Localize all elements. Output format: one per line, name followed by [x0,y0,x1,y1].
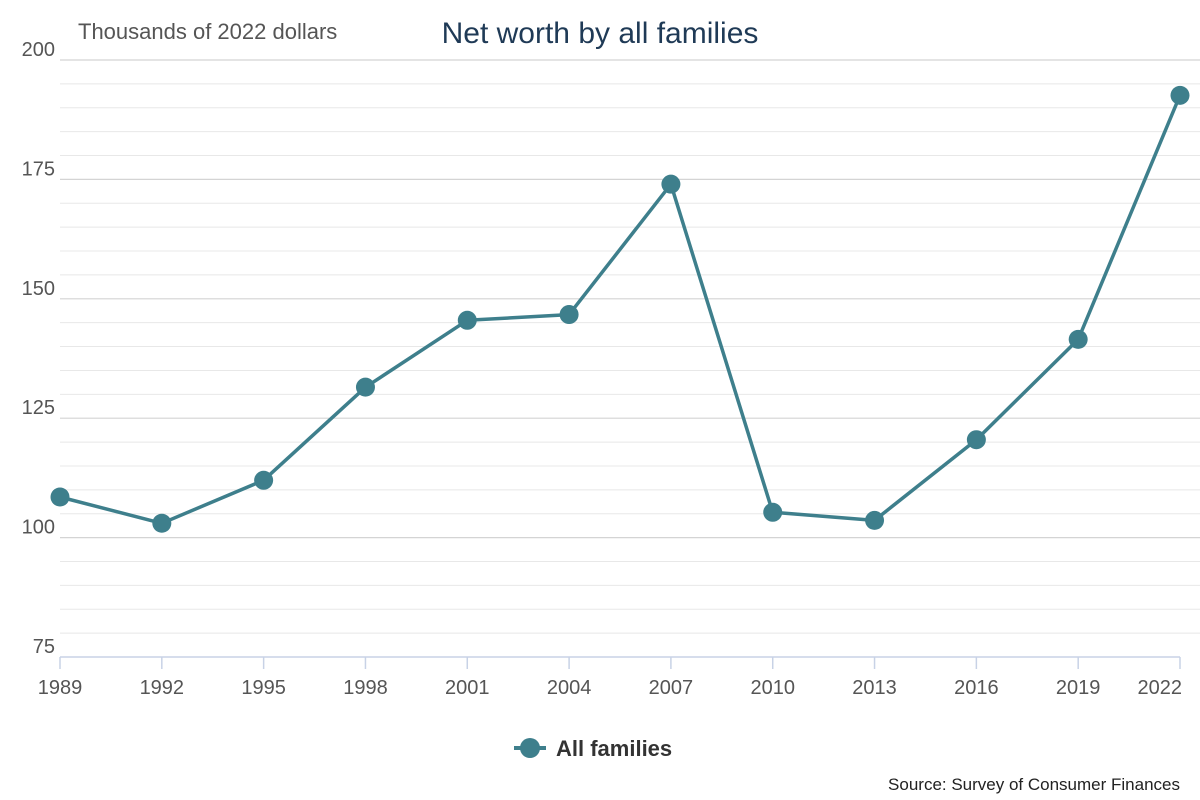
data-point-1992[interactable] [152,513,172,533]
data-point-2022[interactable] [1170,85,1190,105]
legend-label-all-families: All families [556,736,672,761]
x-axis: 1989 1992 1995 1998 2001 2004 2007 2010 2013 2016… [38,656,1183,699]
x-tick-label: 2022 [1138,677,1183,699]
y-tick-label: 125 [22,397,55,419]
x-tick-label: 2019 [1056,677,1101,699]
y-tick-label: 100 [22,517,55,539]
y-tick-label: 200 [22,39,55,61]
data-point-1989[interactable] [50,487,70,507]
gridlines [60,59,1200,634]
y-tick-label: 175 [22,158,55,180]
y-axis: 75 100 125 150 175 200 [22,39,55,658]
data-point-2013[interactable] [865,510,885,530]
chart-title: Net worth by all families [442,17,759,50]
x-tick-label: 2007 [649,677,694,699]
data-point-2010[interactable] [763,502,783,522]
legend-marker-icon [520,738,540,758]
data-point-2001[interactable] [457,310,477,330]
x-tick-label: 2010 [750,677,795,699]
x-tick-label: 2016 [954,677,999,699]
x-tick-label: 1992 [140,677,185,699]
x-tick-label: 2004 [547,677,592,699]
y-tick-label: 150 [22,278,55,300]
source-note: Source: Survey of Consumer Finances [888,775,1180,794]
data-point-1995[interactable] [254,470,274,490]
data-point-1998[interactable] [355,377,375,397]
data-point-2016[interactable] [966,430,986,450]
x-tick-label: 1995 [241,677,286,699]
x-tick-label: 1998 [343,677,388,699]
series-all-families [50,85,1190,533]
legend[interactable]: All families [514,736,672,761]
y-tick-label: 75 [33,636,55,658]
x-tick-label: 2013 [852,677,897,699]
series-line-all-families [59,94,1182,526]
x-tick-label: 1989 [38,677,83,699]
y-unit-label: Thousands of 2022 dollars [78,19,337,44]
data-point-2004[interactable] [559,305,579,325]
data-point-2019[interactable] [1068,329,1088,349]
data-point-2007[interactable] [661,174,681,194]
x-tick-label: 2001 [445,677,490,699]
